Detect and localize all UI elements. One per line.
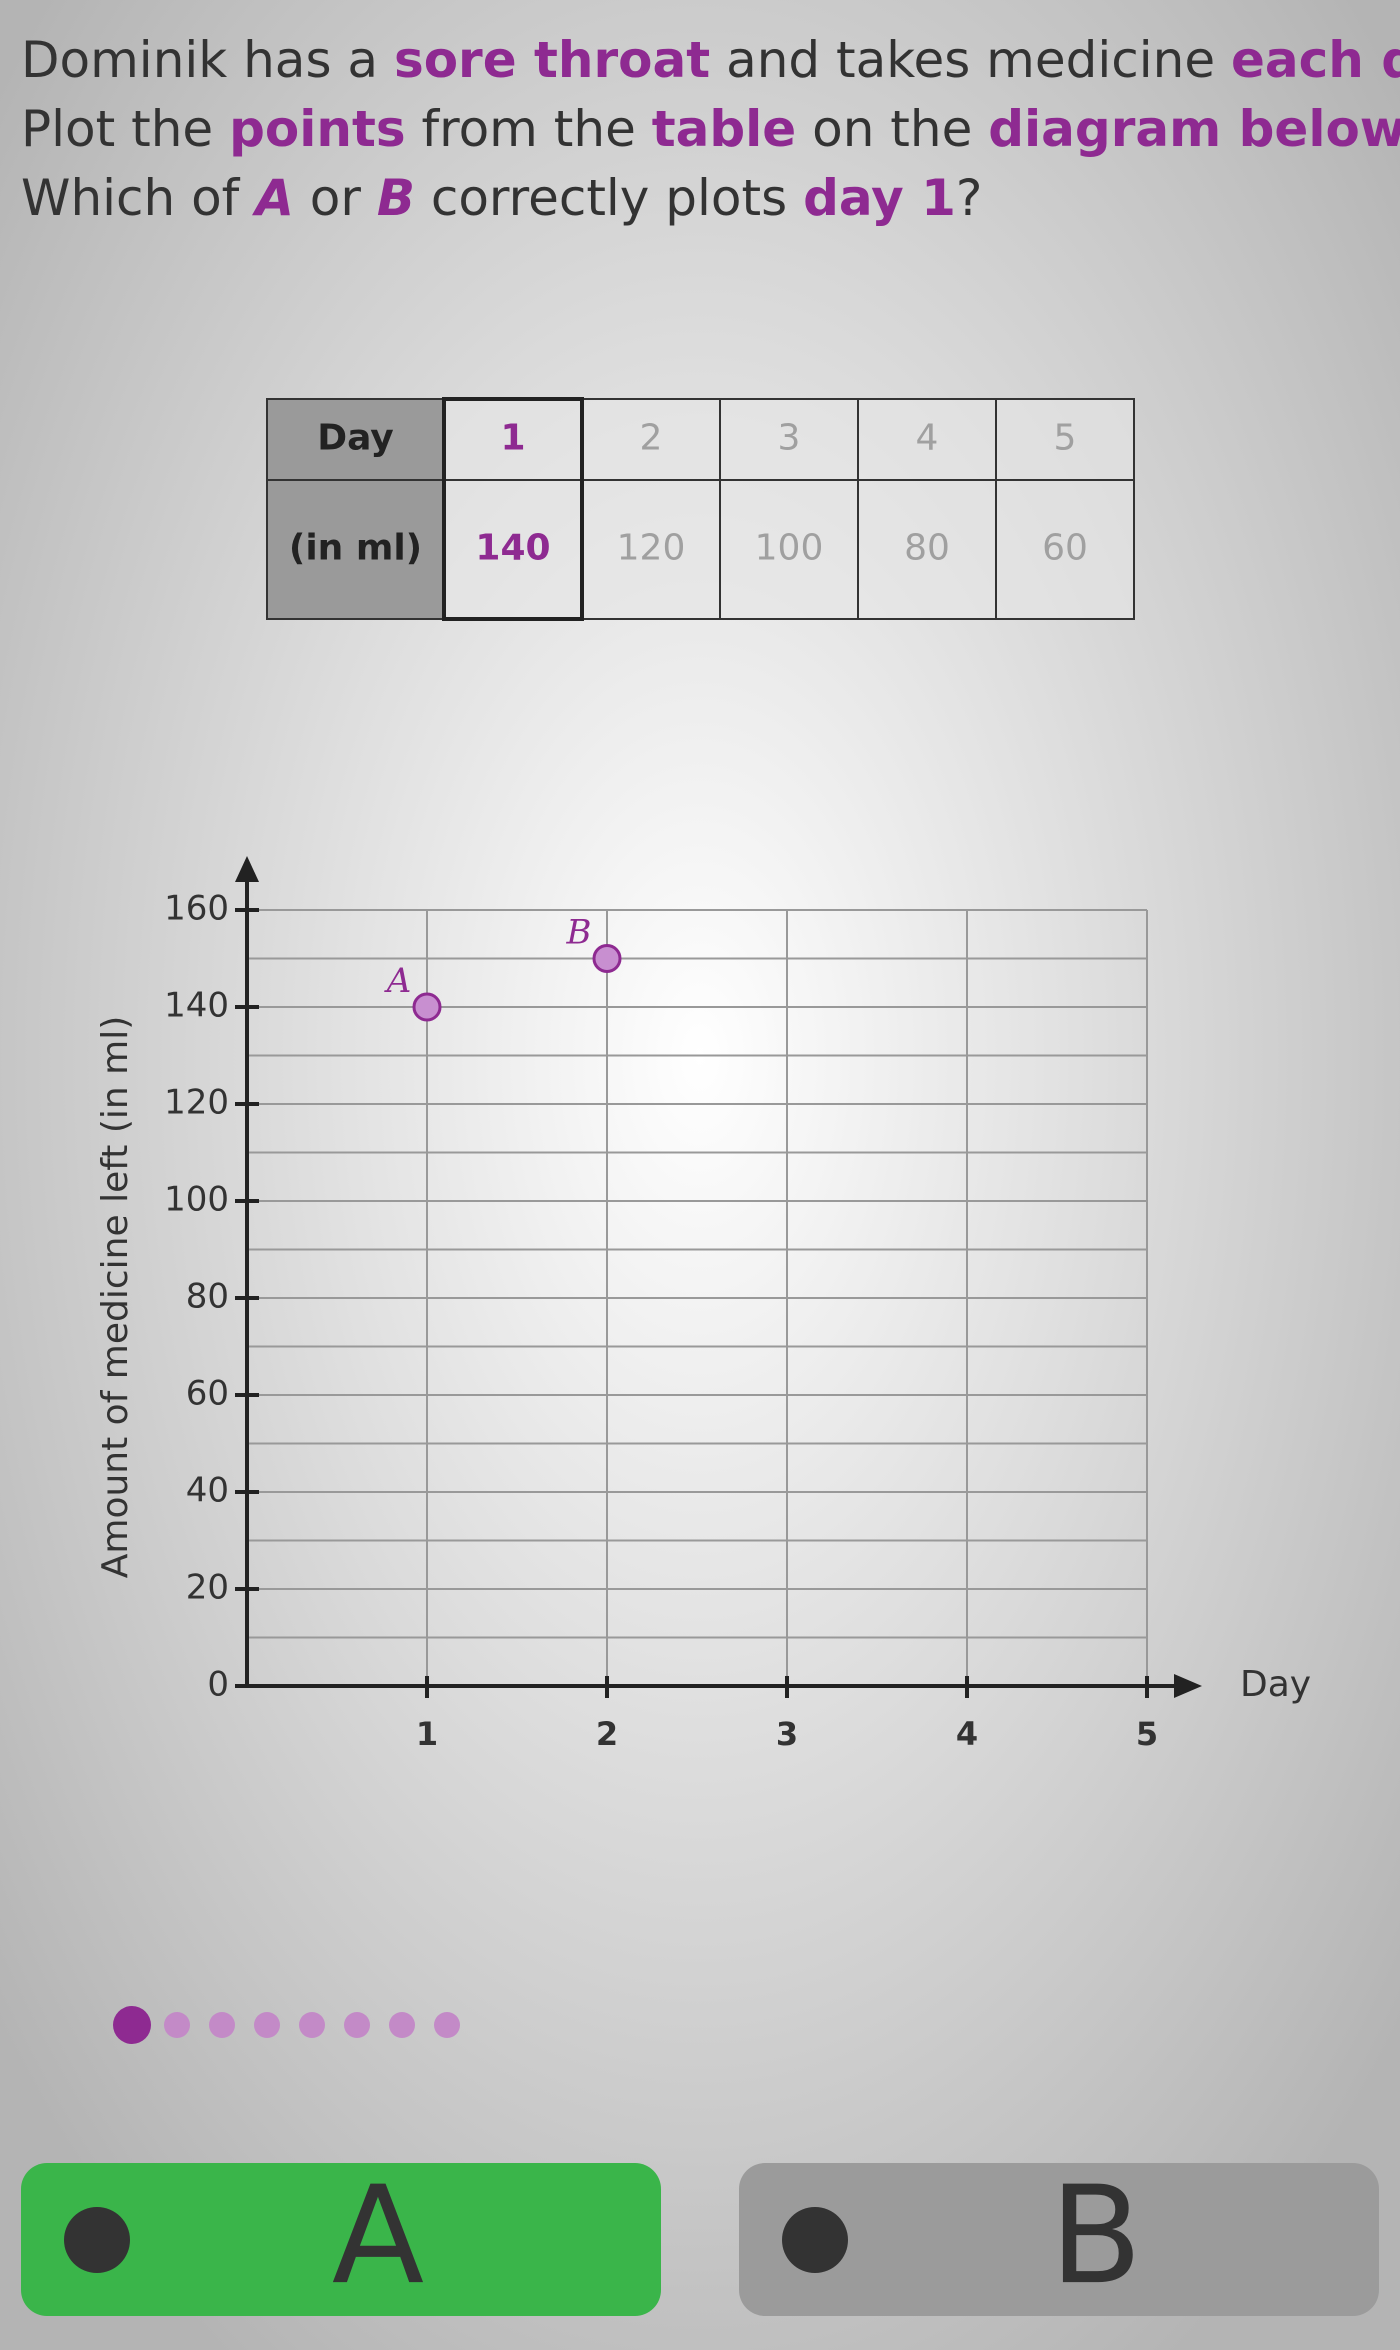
question-text: B <box>377 169 415 227</box>
table-text: (in ml) <box>289 528 422 569</box>
progress-dot <box>299 2012 325 2038</box>
table-cell <box>443 398 583 481</box>
question-text: correctly plots <box>415 169 803 227</box>
x-tick-label: 5 <box>1136 1715 1158 1753</box>
answer-button[interactable]: A <box>21 2157 661 2316</box>
y-tick-label: 140 <box>164 986 229 1026</box>
table-cell <box>719 479 859 620</box>
y-tick-label: 0 <box>207 1665 229 1705</box>
table-text: 4 <box>916 418 939 459</box>
table-text: 120 <box>617 528 686 569</box>
table-cell <box>266 479 445 620</box>
question-text: Dominik has a <box>21 31 394 89</box>
question-text: points <box>229 100 406 158</box>
table-cell <box>995 479 1135 620</box>
table-cell <box>581 398 721 481</box>
button-label: A <box>332 2157 424 2314</box>
question-text: ? <box>956 169 983 227</box>
question-text: sore throat <box>394 31 710 89</box>
button-radio <box>64 2207 130 2273</box>
y-tick-label: 80 <box>186 1277 229 1317</box>
y-tick-label: 60 <box>186 1374 229 1414</box>
table-text: 100 <box>755 528 824 569</box>
progress-dot <box>344 2012 370 2038</box>
data-point <box>592 944 622 973</box>
progress-dot <box>209 2012 235 2038</box>
progress-dot <box>113 2006 151 2044</box>
table-cell <box>266 398 445 481</box>
point-label: B <box>566 913 592 953</box>
question-text: each day <box>1231 31 1400 89</box>
button-background <box>21 2163 661 2316</box>
button-label: B <box>1050 2157 1143 2314</box>
button-background <box>739 2163 1379 2316</box>
y-tick-label: 160 <box>164 889 229 929</box>
point-label: A <box>384 961 412 1001</box>
question-text: from the <box>406 100 652 158</box>
question-text: Which of <box>21 169 255 227</box>
progress-dot <box>389 2012 415 2038</box>
progress-dot <box>254 2012 280 2038</box>
table-text: 60 <box>1042 528 1088 569</box>
x-arrow <box>1174 1674 1202 1698</box>
question-line: Dominik has a sore throat and takes medi… <box>21 31 1400 89</box>
x-tick-label: 4 <box>956 1715 978 1753</box>
y-tick-label: 120 <box>164 1083 229 1123</box>
y-arrow <box>235 856 259 882</box>
question-text: day 1 <box>803 169 956 227</box>
y-tick-label: 40 <box>186 1471 229 1511</box>
question-text: and takes medicine <box>710 31 1231 89</box>
answer-button[interactable]: B <box>739 2157 1379 2316</box>
table-text: 3 <box>778 418 801 459</box>
x-tick-label: 3 <box>776 1715 798 1753</box>
y-axis-label: Amount of medicine left (in ml) <box>95 1016 136 1579</box>
y-tick-label: 20 <box>186 1568 229 1608</box>
question-text: diagram below <box>988 100 1400 158</box>
question-text: on the <box>796 100 988 158</box>
table-text: 1 <box>500 418 525 459</box>
progress-dot <box>164 2012 190 2038</box>
x-tick-label: 2 <box>596 1715 618 1753</box>
table-text: Day <box>317 418 394 459</box>
table-text: 80 <box>904 528 950 569</box>
question-text: A <box>251 169 294 227</box>
x-tick-label: 1 <box>416 1715 438 1753</box>
table-text: 5 <box>1054 418 1077 459</box>
data-point <box>412 992 442 1022</box>
table-text: 2 <box>640 418 663 459</box>
question-line: Which of A or B correctly plots day 1? <box>21 169 982 227</box>
question-text: or <box>294 169 377 227</box>
y-tick-label: 100 <box>164 1180 229 1220</box>
question-line: Plot the points from the table on the di… <box>21 100 1400 158</box>
question-text: table <box>652 100 796 158</box>
table-cell <box>995 398 1135 481</box>
table-highlight <box>442 397 584 621</box>
x-axis-label: Day <box>1240 1664 1311 1705</box>
button-radio <box>782 2207 848 2273</box>
progress-dot <box>434 2012 460 2038</box>
question-text: Plot the <box>21 100 229 158</box>
table-text: 140 <box>475 528 550 569</box>
